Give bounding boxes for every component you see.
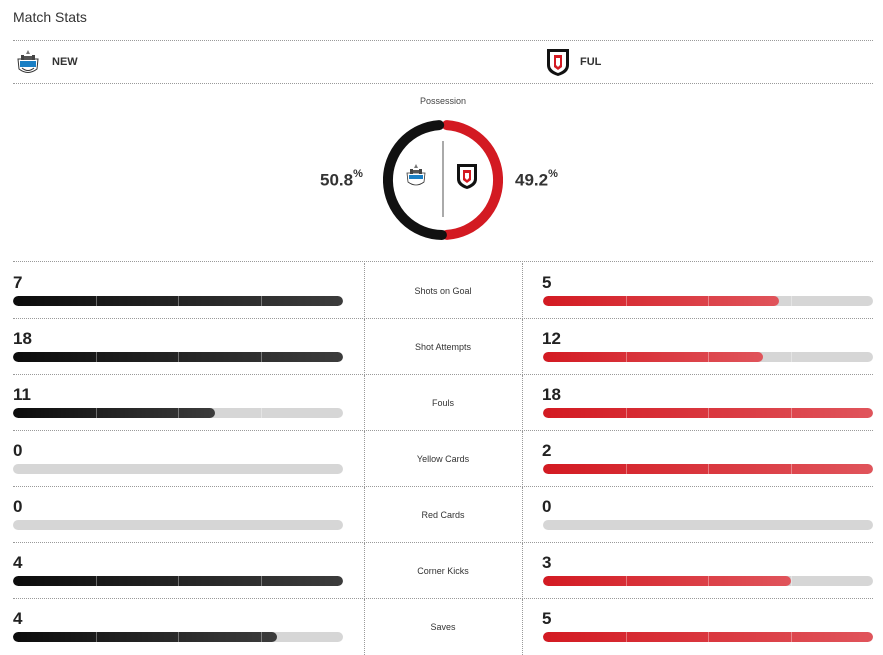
home-stat-value: 7 [13, 273, 23, 292]
stat-row: 4 Saves 5 [13, 599, 873, 655]
home-stat-value: 4 [13, 553, 23, 572]
stat-row: 4 Corner Kicks 3 [13, 543, 873, 599]
home-abbr: NEW [52, 56, 78, 68]
possession-label: Possession [419, 96, 467, 106]
divider [13, 374, 873, 375]
away-abbr: FUL [580, 56, 602, 68]
away-stat-value: 5 [542, 273, 552, 292]
away-team[interactable]: FUL [545, 47, 601, 77]
stat-label: Saves [430, 622, 456, 632]
home-possession: 50.8% [320, 168, 363, 190]
fulham-crest-icon [457, 164, 477, 189]
away-stat-value: 18 [542, 385, 561, 404]
fulham-crest-icon [547, 49, 569, 76]
divider [13, 542, 873, 543]
stat-row: 18 Shot Attempts 12 [13, 319, 873, 375]
home-team[interactable]: NEW [13, 47, 78, 77]
stat-label: Red Cards [421, 510, 465, 520]
home-stat-bar [13, 576, 343, 586]
home-stat-bar [13, 632, 343, 642]
away-stat-bar [543, 464, 873, 474]
away-possession-arc [441, 120, 503, 240]
home-stat-bar [13, 520, 343, 530]
away-stat-value: 2 [542, 441, 552, 460]
home-stat-value: 4 [13, 609, 23, 628]
away-stat-value: 12 [542, 329, 561, 348]
stat-row: 0 Red Cards 0 [13, 487, 873, 543]
home-possession-arc [383, 120, 447, 240]
divider [13, 486, 873, 487]
away-stat-bar [543, 520, 873, 530]
stat-label: Corner Kicks [417, 566, 469, 576]
stat-label: Yellow Cards [416, 454, 470, 464]
home-stat-bar [13, 296, 343, 306]
home-stat-value: 11 [13, 385, 31, 404]
home-stat-value: 0 [13, 441, 23, 460]
page-title: Match Stats [13, 9, 87, 25]
away-stat-bar [543, 632, 873, 642]
divider [13, 261, 873, 262]
stat-label: Shots on Goal [414, 286, 472, 296]
away-stat-value: 5 [542, 609, 552, 628]
stat-row: 0 Yellow Cards 2 [13, 431, 873, 487]
away-stat-bar [543, 296, 873, 306]
divider [13, 318, 873, 319]
away-stat-value: 0 [542, 497, 552, 516]
divider [13, 598, 873, 599]
home-stat-bar [13, 352, 343, 362]
away-stat-bar [543, 576, 873, 586]
newcastle-crest-icon [17, 50, 39, 73]
possession-donut [383, 120, 503, 240]
stat-row: 11 Fouls 18 [13, 375, 873, 431]
stat-label: Fouls [431, 398, 454, 408]
stat-label: Shot Attempts [414, 342, 472, 352]
stat-row: 7 Shots on Goal 5 [13, 263, 873, 319]
divider [13, 83, 873, 84]
home-stat-value: 0 [13, 497, 23, 516]
away-stat-value: 3 [542, 553, 552, 572]
away-possession: 49.2% [515, 168, 558, 190]
divider [13, 430, 873, 431]
home-stat-bar [13, 408, 343, 418]
home-stat-bar [13, 464, 343, 474]
newcastle-crest-icon [406, 164, 426, 186]
home-stat-value: 18 [13, 329, 32, 348]
away-stat-bar [543, 352, 873, 362]
divider [13, 40, 873, 41]
away-stat-bar [543, 408, 873, 418]
